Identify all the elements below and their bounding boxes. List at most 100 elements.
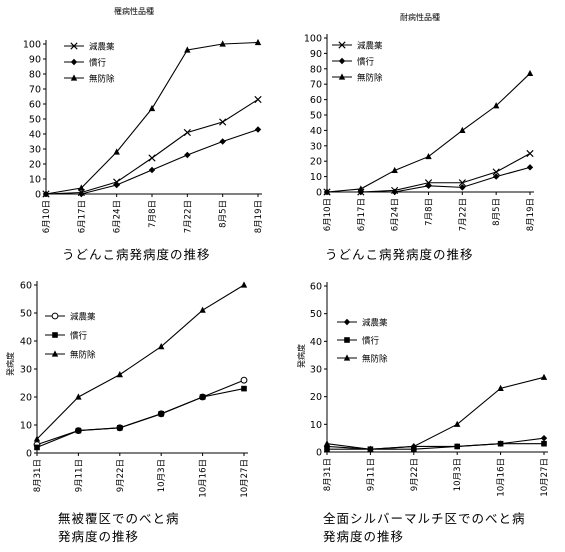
data-point [75, 393, 82, 400]
data-point [184, 46, 191, 53]
y-tick-label: 50 [310, 111, 322, 122]
y-tick-label: 60 [29, 100, 41, 111]
y-tick-label: 80 [29, 70, 41, 81]
y-tick-label: 10 [310, 172, 322, 183]
data-point [459, 126, 466, 133]
legend-label: 慣行 [357, 57, 375, 68]
chart-caption-4: 全面シルバーマルチ区でのべと病 発病度の推移 [323, 510, 526, 546]
data-point [254, 95, 262, 104]
y-tick-label: 100 [304, 34, 322, 45]
x-tick-label: 10月27日 [240, 459, 250, 498]
data-point [199, 306, 206, 313]
line-chart-3: 0 10 20 30 40 50 60 8月31日 9月11日 9月22日 10月3日 10月16日 1… [5, 281, 250, 498]
data-point [240, 376, 248, 384]
x-tick-label: 10月16日 [497, 458, 507, 497]
x-tick-label: 10月3日 [453, 458, 463, 491]
caption-line: うどんこ病発病度の推移 [62, 247, 211, 262]
series-2 [34, 385, 247, 451]
data-point [454, 420, 461, 427]
data-point [410, 442, 417, 450]
y-tick-label: 40 [20, 337, 32, 348]
data-point [324, 446, 330, 453]
legend-label: 無防除 [357, 73, 383, 84]
legend-label: 減農薬 [357, 41, 383, 52]
legend-marker [51, 350, 59, 357]
data-point [219, 138, 226, 145]
data-point [391, 188, 398, 196]
legend-label: 減農薬 [362, 318, 388, 329]
axes: 0 10 20 30 40 50 60 70 80 90 100 6月10日 6月17日 6月24日 7月8… [304, 34, 536, 232]
chart-caption-2: うどんこ病発病度の推移 [325, 246, 474, 264]
legend-marker [338, 73, 346, 80]
y-axis-label: 発病度 [5, 352, 15, 376]
y-tick-label: 70 [29, 85, 41, 96]
data-point [492, 102, 500, 109]
data-point [254, 126, 262, 133]
series-line [46, 128, 259, 195]
y-tick-label: 10 [310, 420, 322, 431]
x-tick-label: 10月3日 [157, 459, 167, 492]
data-point [33, 435, 41, 442]
data-point [323, 440, 331, 447]
x-tick-label: 7月22日 [458, 198, 468, 231]
axes: 0 10 20 30 40 50 60 8月31日 9月11日 9月22日 10月3日 10月16日 1… [310, 282, 550, 497]
y-tick-label: 60 [310, 282, 322, 293]
series-line [36, 388, 245, 448]
series-3 [323, 373, 548, 452]
data-point [497, 384, 504, 391]
y-tick-label: 30 [310, 141, 322, 152]
y-tick-label: 20 [29, 160, 41, 171]
y-tick-label: 30 [310, 365, 322, 376]
data-point [323, 188, 331, 195]
chart-title-1: 罹病性品種 [114, 7, 154, 16]
y-tick-label: 50 [20, 309, 32, 320]
data-point [497, 440, 504, 447]
y-tick-label: 10 [29, 175, 41, 186]
data-point [78, 184, 85, 191]
legend-label: 無防除 [362, 354, 388, 365]
legend-label: 慣行 [70, 331, 88, 342]
legend-marker [70, 74, 78, 81]
legend-marker [343, 354, 351, 361]
series-1 [42, 95, 262, 198]
y-tick-label: 80 [310, 64, 322, 75]
data-point [117, 425, 123, 431]
x-tick-label: 6月24日 [391, 198, 401, 231]
data-point [541, 440, 547, 447]
x-tick-label: 6月10日 [42, 200, 52, 233]
y-tick-label: 30 [20, 365, 32, 376]
x-tick-label: 8月19日 [526, 198, 536, 231]
data-point [42, 190, 50, 197]
data-point [540, 434, 548, 442]
axes: 0 10 20 30 40 50 60 8月31日 9月11日 9月22日 10月3日 10月16日 1… [20, 281, 250, 498]
x-tick-label: 10月16日 [199, 459, 209, 498]
legend-label: 無防除 [70, 350, 96, 361]
y-tick-label: 60 [20, 281, 32, 292]
data-point [254, 38, 262, 46]
legend-marker [70, 42, 78, 50]
y-tick-label: 70 [310, 80, 322, 91]
y-tick-label: 50 [29, 115, 41, 126]
data-point [492, 173, 500, 180]
legend-marker [343, 318, 351, 326]
x-tick-label: 9月11日 [74, 459, 84, 492]
series-1 [33, 376, 248, 449]
x-tick-label: 6月17日 [77, 200, 87, 233]
x-tick-label: 9月22日 [116, 459, 126, 492]
data-point [199, 394, 206, 400]
data-point [184, 151, 191, 159]
data-point [241, 385, 247, 392]
data-point [454, 443, 460, 450]
axes: 0 10 20 30 40 50 60 70 80 90 100 6月10日 6月17日 6月24日 7月8… [23, 40, 264, 234]
legend-label: 無防除 [89, 74, 115, 85]
data-point [219, 40, 226, 47]
x-tick-label: 8月31日 [33, 459, 43, 492]
x-tick-label: 8月31日 [323, 458, 333, 491]
y-tick-label: 0 [316, 448, 322, 459]
x-tick-label: 7月8日 [425, 198, 435, 226]
series-3 [33, 281, 248, 442]
